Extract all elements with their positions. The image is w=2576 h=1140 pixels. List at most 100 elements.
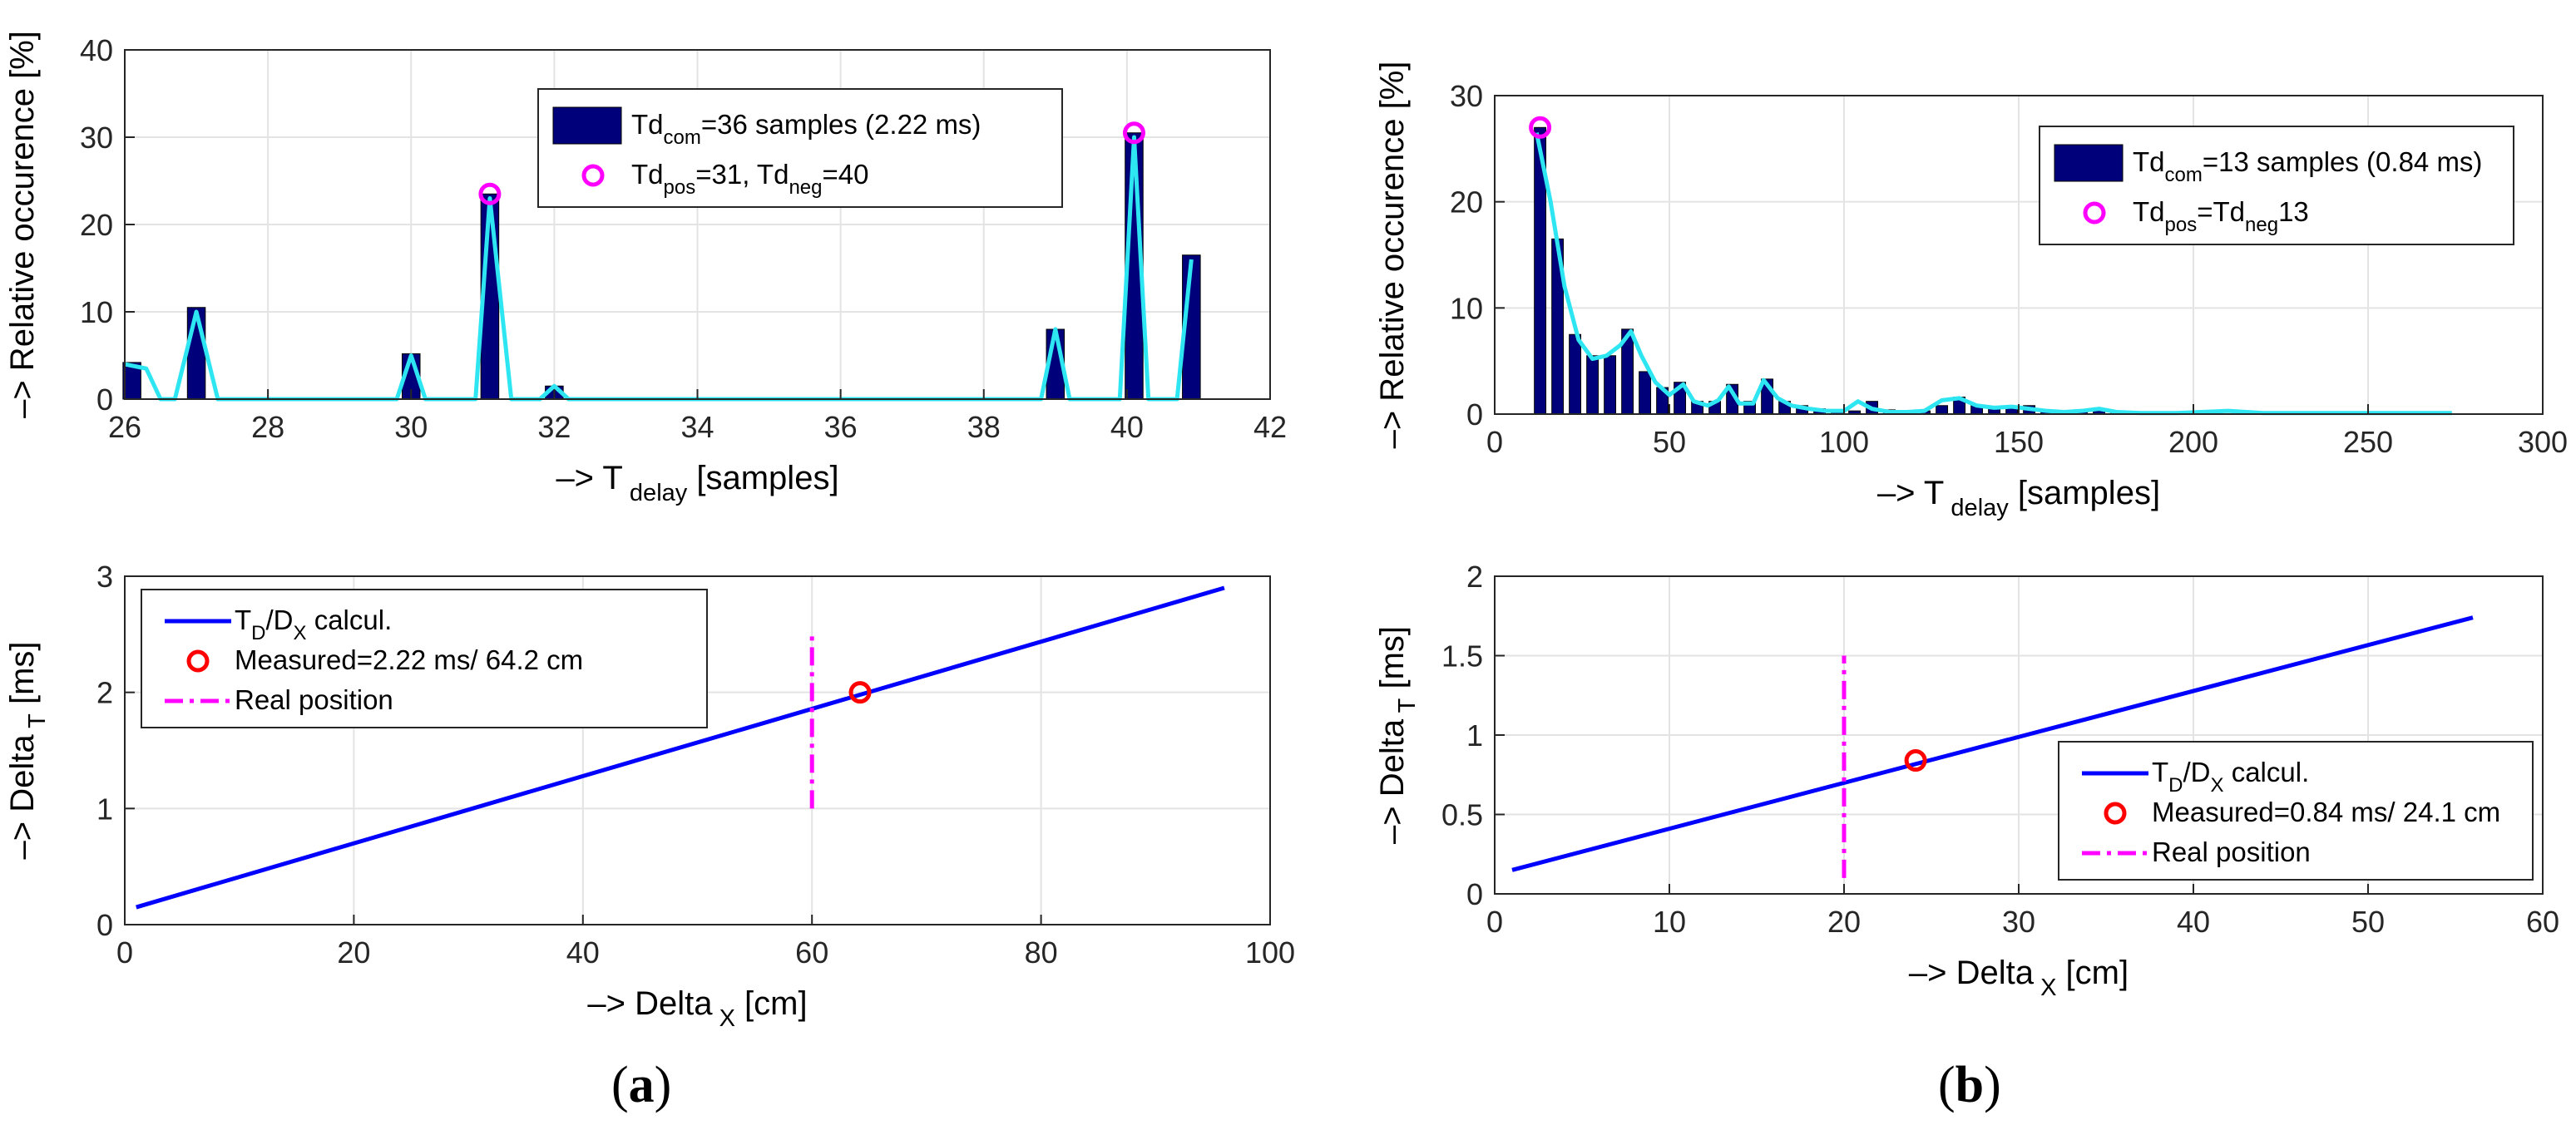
x-tick-label: 34 bbox=[680, 410, 714, 444]
x-tick-label: 40 bbox=[566, 935, 600, 970]
chart-b-bottom: 0 10 20 30 40 50 60 0 0.5 1 1.5 2 –> Delta X [cm] –> … bbox=[1374, 560, 2559, 1001]
x-tick-label: 20 bbox=[1827, 905, 1861, 939]
y-tick-label: 1 bbox=[96, 792, 113, 826]
y-tick-label: 20 bbox=[1450, 185, 1483, 220]
histogram-bar bbox=[1936, 405, 1949, 415]
legend-bar-swatch bbox=[2054, 144, 2124, 182]
x-tick-label: 30 bbox=[2002, 905, 2035, 939]
legend-measured-swatch bbox=[186, 649, 210, 673]
legend-label: Real position bbox=[2152, 836, 2311, 867]
y-tick-label: 0.5 bbox=[1441, 798, 1483, 832]
y-tick-label: 2 bbox=[96, 676, 113, 710]
x-tick-label: 36 bbox=[824, 410, 858, 444]
x-tick-label: 50 bbox=[1653, 425, 1686, 459]
y-axis-label: –> Relative occurence [%] bbox=[1374, 62, 1411, 449]
legend-label: Tdcom=36 samples (2.22 ms) bbox=[631, 109, 981, 149]
y-tick-label: 0 bbox=[1466, 877, 1483, 911]
x-tick-label: 40 bbox=[1110, 410, 1144, 444]
peak-marker bbox=[1122, 121, 1145, 145]
legend-label: Measured=0.84 ms/ 24.1 cm bbox=[2152, 797, 2500, 827]
legend: Tdcom=13 samples (0.84 ms) Tdpos=Tdneg13 bbox=[2039, 126, 2514, 245]
caption-b: (b) bbox=[1938, 1057, 2001, 1113]
y-axis-label: –> Delta T [ms] bbox=[1374, 626, 1421, 844]
x-tick-label: 250 bbox=[2343, 425, 2393, 459]
x-axis-label: –> Delta X [cm] bbox=[587, 985, 807, 1032]
legend-label: Tdpos=31, Tdneg=40 bbox=[631, 159, 868, 199]
legend-circle-swatch bbox=[2083, 201, 2106, 225]
x-tick-label: 26 bbox=[108, 410, 141, 444]
axes-box bbox=[124, 575, 1271, 925]
x-tick-label: 200 bbox=[2168, 425, 2218, 459]
peak-marker bbox=[1529, 116, 1552, 139]
y-tick-label: 0 bbox=[96, 382, 113, 417]
x-tick-label: 0 bbox=[1486, 425, 1503, 459]
x-tick-label: 100 bbox=[1819, 425, 1869, 459]
x-tick-label: 150 bbox=[1994, 425, 2044, 459]
measured-marker bbox=[848, 681, 872, 704]
y-tick-label: 10 bbox=[1450, 291, 1483, 325]
x-axis-label: –> T delay [samples] bbox=[1877, 475, 2160, 521]
y-tick-label: 0 bbox=[96, 908, 113, 942]
x-tick-label: 10 bbox=[1653, 905, 1686, 939]
x-tick-label: 300 bbox=[2518, 425, 2568, 459]
y-tick-label: 2 bbox=[1466, 560, 1483, 594]
legend-measured-swatch bbox=[2104, 802, 2127, 825]
legend-label: TD/DX calcul. bbox=[2152, 757, 2309, 797]
y-tick-label: 30 bbox=[80, 121, 113, 155]
y-tick-label: 3 bbox=[96, 560, 113, 594]
x-tick-label: 42 bbox=[1253, 410, 1287, 444]
x-tick-label: 28 bbox=[251, 410, 284, 444]
x-tick-label: 100 bbox=[1245, 935, 1295, 970]
y-axis-label: –> Delta T [ms] bbox=[4, 641, 51, 859]
chart-a-top: 26 28 30 32 34 36 38 40 42 0 10 20 30 40 –> T delay [s… bbox=[4, 31, 1287, 506]
caption-b-letter: b bbox=[1955, 1057, 1985, 1113]
legend-label: Measured=2.22 ms/ 64.2 cm bbox=[235, 644, 583, 675]
legend-label: Real position bbox=[235, 684, 393, 715]
y-tick-label: 30 bbox=[1450, 79, 1483, 113]
legend-box bbox=[2058, 741, 2534, 881]
x-tick-label: 20 bbox=[337, 935, 370, 970]
legend-box bbox=[537, 88, 1063, 208]
x-tick-label: 30 bbox=[394, 410, 428, 444]
x-axis-label: –> Delta X [cm] bbox=[1909, 955, 2129, 1001]
caption-a: (a) bbox=[611, 1057, 672, 1113]
legend-label: Tdcom=13 samples (0.84 ms) bbox=[2133, 146, 2482, 186]
legend-box bbox=[141, 589, 708, 728]
y-tick-label: 0 bbox=[1466, 397, 1483, 432]
x-tick-label: 0 bbox=[1486, 905, 1503, 939]
peak-marker bbox=[478, 182, 502, 205]
y-tick-label: 40 bbox=[80, 33, 113, 67]
x-tick-label: 60 bbox=[795, 935, 828, 970]
chart-a-bottom: 0 20 40 60 80 100 0 1 2 3 –> Delta X [cm] –> Delta … bbox=[4, 560, 1295, 1032]
x-tick-label: 40 bbox=[2177, 905, 2210, 939]
legend-label: Tdpos=Tdneg13 bbox=[2133, 196, 2309, 236]
x-tick-label: 80 bbox=[1025, 935, 1058, 970]
x-tick-label: 60 bbox=[2526, 905, 2559, 939]
caption-a-letter: a bbox=[628, 1057, 655, 1113]
y-tick-label: 1 bbox=[1466, 718, 1483, 753]
y-tick-label: 1.5 bbox=[1441, 639, 1483, 674]
legend: TD/DX calcul.Measured=2.22 ms/ 64.2 cm Re… bbox=[141, 589, 708, 728]
legend-circle-swatch bbox=[581, 164, 605, 187]
chart-b-top: 0 50 100 150 200 250 300 0 10 20 30 –> T delay [sam… bbox=[1374, 62, 2568, 521]
x-tick-label: 38 bbox=[967, 410, 1001, 444]
legend-label: TD/DX calcul. bbox=[235, 605, 392, 644]
legend: TD/DX calcul.Measured=0.84 ms/ 24.1 cm Re… bbox=[2058, 741, 2534, 881]
histogram-bar bbox=[1604, 355, 1617, 415]
y-tick-label: 20 bbox=[80, 208, 113, 242]
x-tick-label: 0 bbox=[116, 935, 133, 970]
calculated-line bbox=[136, 585, 1225, 910]
measured-marker bbox=[1904, 749, 1927, 772]
x-tick-label: 50 bbox=[2351, 905, 2385, 939]
y-axis-label: –> Relative occurence [%] bbox=[4, 31, 41, 418]
legend-bar-swatch bbox=[552, 106, 622, 145]
histogram-bar bbox=[186, 307, 206, 400]
histogram-bar bbox=[1569, 333, 1582, 415]
x-axis-label: –> T delay [samples] bbox=[556, 460, 838, 506]
calculated-line bbox=[1511, 615, 2474, 872]
x-tick-label: 32 bbox=[537, 410, 571, 444]
histogram-bar bbox=[1639, 371, 1652, 415]
histogram-bar bbox=[1586, 355, 1599, 415]
y-tick-label: 10 bbox=[80, 295, 113, 329]
